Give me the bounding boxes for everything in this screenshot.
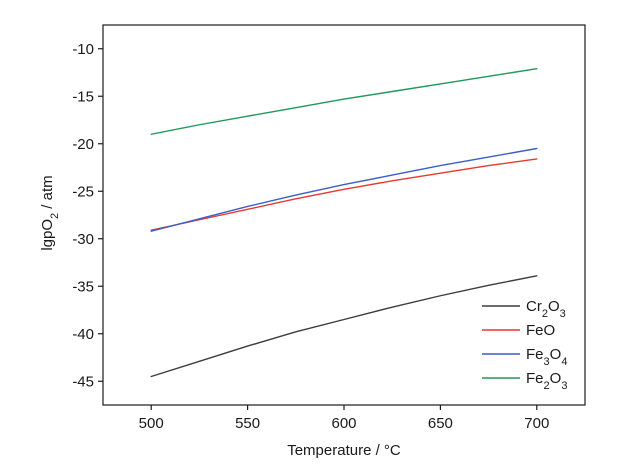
- x-tick-label: 650: [428, 415, 453, 432]
- y-tick-label: -20: [72, 136, 94, 153]
- y-tick-label: -35: [72, 278, 94, 295]
- y-tick-label: -30: [72, 231, 94, 248]
- legend-label-feo: FeO: [526, 322, 555, 339]
- legend-label-fe2o3: Fe2O3: [526, 370, 567, 392]
- legend-item-feo: FeO: [482, 322, 555, 339]
- y-tick-label: -10: [72, 41, 94, 58]
- x-tick-label: 700: [524, 415, 549, 432]
- legend-item-fe3o4: Fe3O4: [482, 346, 567, 368]
- legend-label-cr2o3: Cr2O3: [526, 298, 566, 320]
- plot-area-frame: [102, 24, 586, 406]
- x-tick-label: 500: [139, 415, 164, 432]
- legend-item-cr2o3: Cr2O3: [482, 298, 566, 320]
- x-tick-label: 550: [235, 415, 260, 432]
- y-axis-title: lgpO2 / atm: [39, 175, 61, 250]
- series-line-fe3o4: [150, 147, 538, 232]
- y-tick-label: -40: [72, 326, 94, 343]
- x-tick-label: 600: [331, 415, 356, 432]
- legend-label-fe3o4: Fe3O4: [526, 346, 567, 368]
- series-line-feo: [150, 158, 538, 231]
- series-line-cr2o3: [150, 275, 538, 378]
- y-tick-label: -45: [72, 373, 94, 390]
- x-axis-title: Temperature / °C: [287, 442, 401, 459]
- legend-item-fe2o3: Fe2O3: [482, 370, 567, 392]
- series-line-fe2o3: [150, 67, 538, 135]
- y-tick-label: -15: [72, 88, 94, 105]
- y-tick-label: -25: [72, 183, 94, 200]
